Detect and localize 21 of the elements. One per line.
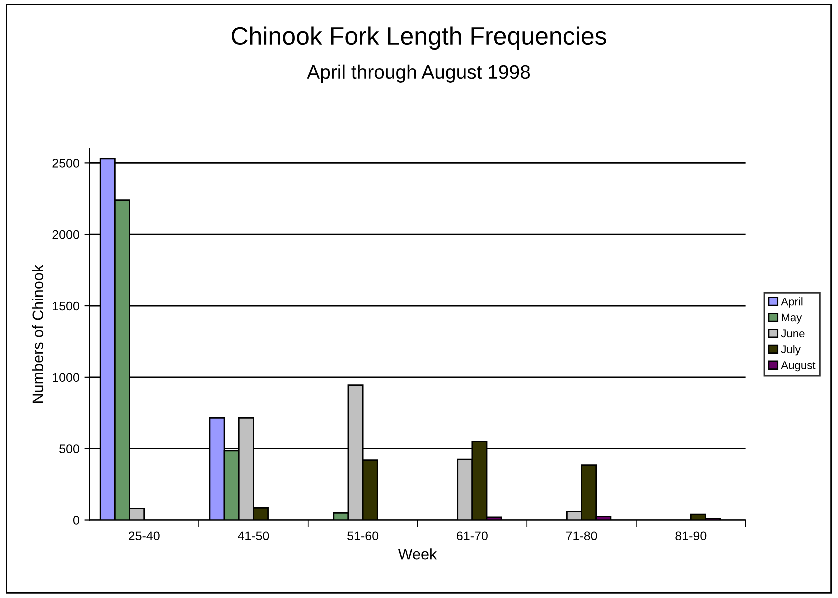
- x-tick-label: 81-90: [676, 532, 707, 541]
- y-tick-label: 500: [60, 444, 80, 454]
- y-axis-title: Numbers of Chinook: [32, 264, 44, 403]
- y-tick-label: 2500: [52, 158, 80, 168]
- y-tick-label: 2000: [52, 230, 80, 240]
- y-tick-label: 1500: [53, 302, 80, 311]
- x-tick-label: 41-50: [238, 532, 270, 541]
- legend-label: July: [781, 345, 801, 356]
- x-tick-label: 51-60: [348, 532, 379, 541]
- legend-label: June: [781, 330, 805, 338]
- y-tick-label: 1000: [53, 373, 80, 382]
- x-tick-label: 61-70: [457, 532, 488, 541]
- legend-label: April: [781, 298, 803, 308]
- x-tick-label: 71-80: [566, 532, 598, 541]
- x-tick-label: 25-40: [128, 532, 160, 541]
- legend-label: August: [781, 362, 816, 372]
- legend-label: May: [782, 314, 802, 324]
- x-axis-title: Week: [398, 548, 438, 560]
- chart-title: Chinook Fork Length Frequencies: [232, 26, 606, 50]
- y-tick-label: 0: [73, 516, 80, 525]
- chart-subtitle: April through August 1998: [307, 64, 530, 83]
